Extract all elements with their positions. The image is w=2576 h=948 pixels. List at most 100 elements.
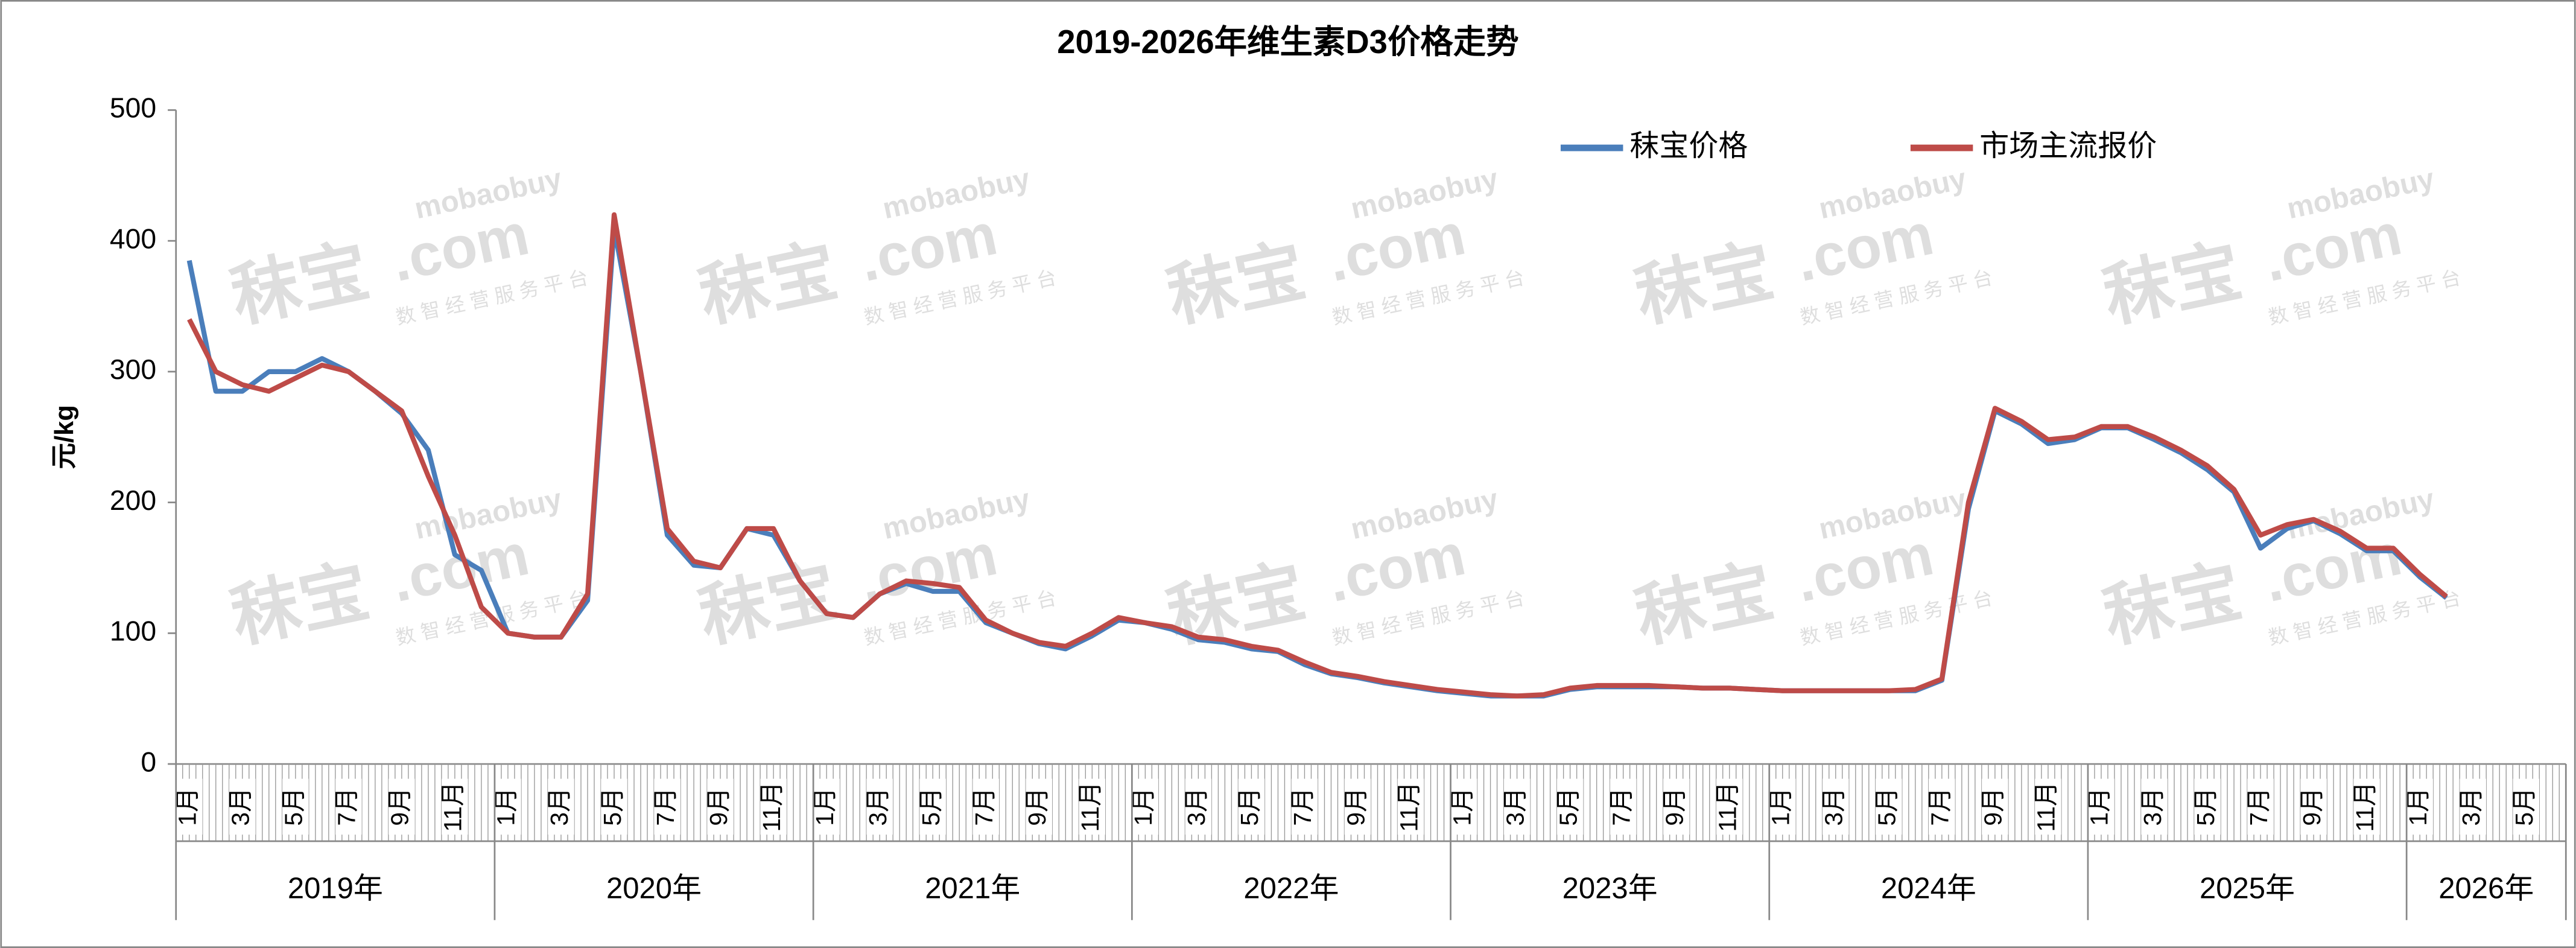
x-tick-label-box xyxy=(548,778,574,835)
y-tick-label: 300 xyxy=(110,354,156,385)
x-tick-label: 1月 xyxy=(2086,787,2113,826)
x-tick-label: 3月 xyxy=(864,787,892,826)
x-tick-label-bg: 11月 xyxy=(439,778,468,835)
x-tick-label-bg: 7月 xyxy=(2245,778,2274,835)
y-tick-label: 400 xyxy=(110,223,156,254)
x-tick-label-box xyxy=(972,778,1000,835)
x-tick-label: 5月 xyxy=(598,787,626,826)
x-tick-label-bg: 5月 xyxy=(1554,778,1584,835)
y-tick-label: 200 xyxy=(110,485,156,516)
x-tick-label-bg: 9月 xyxy=(2298,778,2327,835)
x-tick-label-box xyxy=(2035,778,2061,835)
x-tick-label-bg: 5月 xyxy=(598,778,627,835)
x-tick-label: 5月 xyxy=(1554,787,1582,826)
x-tick-label-bg: 1月 xyxy=(174,778,203,835)
x-tick-label-box xyxy=(2353,778,2380,835)
x-tick-label-box xyxy=(1291,778,1318,835)
y-axis-label: 元/kg xyxy=(50,405,79,469)
x-tick-label: 11月 xyxy=(439,781,467,832)
x-tick-label-box xyxy=(654,778,680,835)
x-tick-label-bg: 9月 xyxy=(1342,778,1371,835)
x-tick-label: 11月 xyxy=(1714,781,1742,832)
legend-label: 秣宝价格 xyxy=(1629,130,1748,162)
x-tick-label-box xyxy=(2513,778,2540,835)
x-tick-label-bg: 3月 xyxy=(2457,778,2486,835)
x-tick-label: 7月 xyxy=(652,787,679,826)
x-tick-label-box xyxy=(1503,778,1531,835)
x-tick-label-box xyxy=(1823,778,1849,835)
year-label: 2026年 xyxy=(2438,873,2534,905)
x-tick-label-box xyxy=(1876,778,1902,835)
x-tick-label: 3月 xyxy=(545,787,573,826)
x-tick-label-bg: 9月 xyxy=(386,778,415,835)
x-tick-label: 9月 xyxy=(1660,787,1688,826)
x-tick-label-box xyxy=(1610,778,1637,835)
x-tick-label-box xyxy=(282,778,309,835)
x-tick-label-bg: 5月 xyxy=(2510,778,2540,835)
x-tick-label: 3月 xyxy=(2457,787,2485,826)
x-tick-label: 1月 xyxy=(1767,787,1795,826)
x-tick-label-bg: 1月 xyxy=(1767,778,1796,835)
x-tick-label-box xyxy=(1026,778,1053,835)
x-tick-label-bg: 7月 xyxy=(652,778,680,835)
x-tick-label: 7月 xyxy=(1289,787,1316,826)
x-tick-label-bg: 11月 xyxy=(1076,778,1106,835)
year-label: 2021年 xyxy=(925,873,1020,905)
x-tick-label: 9月 xyxy=(705,787,732,826)
y-tick-label: 0 xyxy=(141,746,156,777)
x-tick-label-bg: 9月 xyxy=(1023,778,1053,835)
x-tick-label-box xyxy=(1344,778,1371,835)
x-tick-label: 5月 xyxy=(917,787,945,826)
x-tick-label-bg: 3月 xyxy=(864,778,893,835)
year-label: 2024年 xyxy=(1881,873,1976,905)
x-tick-label: 5月 xyxy=(2192,787,2219,826)
x-tick-label-box xyxy=(2247,778,2274,835)
x-tick-label-box xyxy=(2088,778,2114,835)
x-tick-label-bg: 1月 xyxy=(811,778,840,835)
x-tick-label-box xyxy=(389,778,415,835)
x-tick-label-bg: 7月 xyxy=(1289,778,1318,835)
x-tick-label-box xyxy=(2194,778,2221,835)
x-tick-label: 11月 xyxy=(2032,781,2060,832)
x-tick-label: 1月 xyxy=(174,787,201,826)
x-tick-label: 3月 xyxy=(227,787,255,826)
x-tick-label-box xyxy=(601,778,627,835)
x-tick-label: 9月 xyxy=(1023,787,1051,826)
x-tick-label: 3月 xyxy=(1182,787,1210,826)
x-tick-label: 5月 xyxy=(1236,787,1263,826)
x-tick-label-box xyxy=(1079,778,1106,835)
x-tick-label: 11月 xyxy=(1395,781,1423,832)
x-tick-label-bg: 11月 xyxy=(758,778,787,835)
series-line xyxy=(187,212,2448,699)
x-tick-label-bg: 3月 xyxy=(2139,778,2168,835)
x-tick-label-bg: 11月 xyxy=(2351,778,2380,835)
year-label: 2022年 xyxy=(1243,873,1339,905)
x-tick-label: 9月 xyxy=(386,787,414,826)
x-tick-label-box xyxy=(1132,778,1159,835)
x-tick-label: 11月 xyxy=(2351,781,2379,832)
x-tick-label-bg: 5月 xyxy=(1236,778,1265,835)
x-tick-label-bg: 11月 xyxy=(2032,778,2061,835)
x-tick-label-bg: 9月 xyxy=(1660,778,1690,835)
x-tick-label-box xyxy=(495,778,521,835)
x-tick-label: 7月 xyxy=(970,787,998,826)
x-tick-label-box xyxy=(2300,778,2327,835)
x-tick-label-box xyxy=(707,778,734,835)
legend-label: 市场主流报价 xyxy=(1979,130,2157,162)
x-tick-label-bg: 9月 xyxy=(1979,778,2008,835)
x-tick-label: 5月 xyxy=(2510,787,2538,826)
x-tick-label-bg: 5月 xyxy=(280,778,309,835)
x-tick-label: 1月 xyxy=(2404,787,2432,826)
x-tick-label-box xyxy=(1238,778,1265,835)
x-tick-label-bg: 7月 xyxy=(1607,778,1637,835)
x-tick-label-box xyxy=(1556,778,1584,835)
x-tick-label-box xyxy=(1397,778,1424,835)
year-label: 2023年 xyxy=(1562,873,1658,905)
x-tick-label-bg: 7月 xyxy=(333,778,362,835)
x-tick-label-box xyxy=(2141,778,2168,835)
x-tick-label-bg: 1月 xyxy=(2404,778,2433,835)
x-tick-label-box xyxy=(1450,778,1477,835)
x-tick-label: 7月 xyxy=(333,787,361,826)
x-tick-label-bg: 1月 xyxy=(492,778,521,835)
year-label: 2025年 xyxy=(2200,873,2295,905)
